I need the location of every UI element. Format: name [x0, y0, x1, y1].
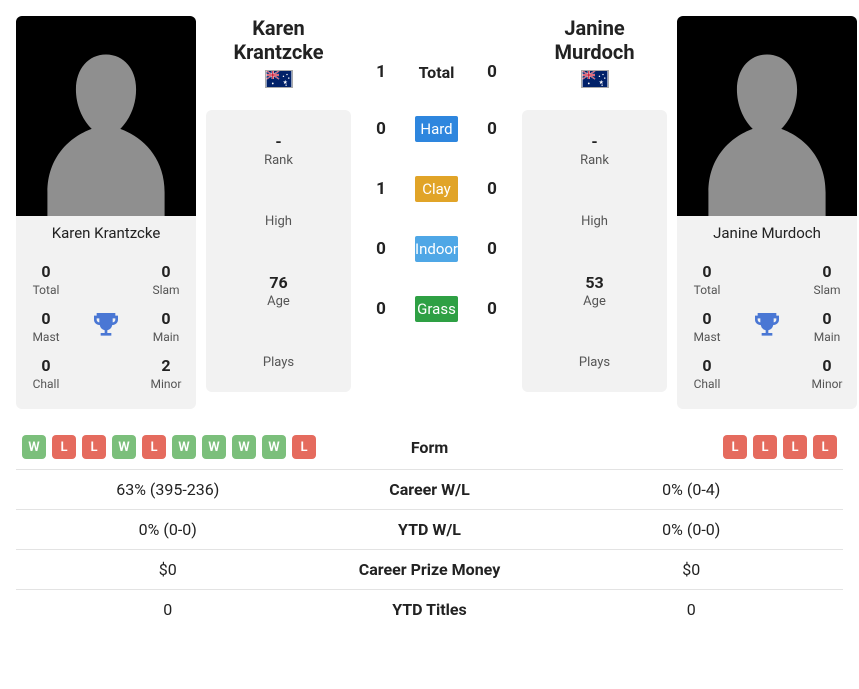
player2-mast: 0Mast	[677, 303, 737, 350]
surface-indoor[interactable]: Indoor	[415, 236, 458, 262]
row-career-prize: $0 Career Prize Money $0	[16, 550, 843, 590]
player2-form: LLLL	[540, 435, 844, 459]
form-result: W	[262, 435, 286, 459]
player1-minor: 2Minor	[136, 350, 196, 397]
player2-main: 0Main	[797, 303, 857, 350]
h2h-indoor[interactable]: 0 Indoor 0	[361, 236, 512, 262]
player2-header: Janine Murdoch -Rank High 53Age Plays	[522, 16, 667, 392]
comparison-table: WLLWLWWWWL Form LLLL 63% (395-236) Caree…	[16, 425, 843, 629]
h2h-clay[interactable]: 1 Clay 0	[361, 176, 512, 202]
player2-bigname: Janine Murdoch	[522, 16, 667, 64]
player1-form: WLLWLWWWWL	[16, 435, 320, 459]
player1-flag-icon	[265, 70, 293, 88]
player2-avatar	[677, 16, 857, 216]
player1-main: 0Main	[136, 303, 196, 350]
player1-plays: Plays	[206, 331, 351, 392]
player1-slam: 0Slam	[136, 256, 196, 303]
avatar-silhouette-icon	[687, 26, 847, 216]
player1-mast: 0Mast	[16, 303, 76, 350]
h2h-total: 1 Total 0	[361, 62, 512, 82]
player2-titles: 0Total 0Slam 0Mast 0Main 0Chall 0Minor	[677, 250, 857, 409]
form-result: W	[22, 435, 46, 459]
player1-bigname: Karen Krantzcke	[206, 16, 351, 64]
avatar-silhouette-icon	[26, 26, 186, 216]
player2-flag-icon	[581, 70, 609, 88]
player2-minor: 0Minor	[797, 350, 857, 397]
player2-card: Janine Murdoch 0Total 0Slam 0Mast 0Main …	[677, 16, 857, 409]
player1-age: 76Age	[206, 251, 351, 331]
form-result: W	[202, 435, 226, 459]
form-result: L	[753, 435, 777, 459]
form-result: L	[723, 435, 747, 459]
trophy-icon	[76, 309, 136, 345]
row-ytd-wl: 0% (0-0) YTD W/L 0% (0-0)	[16, 510, 843, 550]
form-result: L	[813, 435, 837, 459]
form-result: L	[82, 435, 106, 459]
form-result: L	[142, 435, 166, 459]
form-result: L	[52, 435, 76, 459]
form-result: W	[112, 435, 136, 459]
player2-slam: 0Slam	[797, 256, 857, 303]
player2-name[interactable]: Janine Murdoch	[677, 216, 857, 250]
form-result: L	[783, 435, 807, 459]
player2-plays: Plays	[522, 331, 667, 392]
form-result: L	[292, 435, 316, 459]
h2h-grass[interactable]: 0 Grass 0	[361, 296, 512, 322]
player1-rank-card: -Rank High 76Age Plays	[206, 110, 351, 392]
player1-avatar	[16, 16, 196, 216]
player1-chall: 0Chall	[16, 350, 76, 397]
player2-rank: -Rank	[522, 110, 667, 190]
player1-rank: -Rank	[206, 110, 351, 190]
player2-total: 0Total	[677, 256, 737, 303]
player2-chall: 0Chall	[677, 350, 737, 397]
trophy-icon	[737, 309, 797, 345]
player2-age: 53Age	[522, 251, 667, 331]
player1-card: Karen Krantzcke 0Total 0Slam 0Mast 0Main…	[16, 16, 196, 409]
row-ytd-titles: 0 YTD Titles 0	[16, 590, 843, 629]
form-result: W	[232, 435, 256, 459]
player1-header: Karen Krantzcke -Rank High 76Age Plays	[206, 16, 351, 392]
form-result: W	[172, 435, 196, 459]
surface-clay[interactable]: Clay	[415, 176, 458, 202]
h2h-hard[interactable]: 0 Hard 0	[361, 116, 512, 142]
row-form: WLLWLWWWWL Form LLLL	[16, 425, 843, 470]
player1-high: High	[206, 190, 351, 251]
surface-hard[interactable]: Hard	[415, 116, 458, 142]
player1-titles: 0Total 0Slam 0Mast 0Main 0Chall 2Minor	[16, 250, 196, 409]
player2-high: High	[522, 190, 667, 251]
player1-total: 0Total	[16, 256, 76, 303]
player2-rank-card: -Rank High 53Age Plays	[522, 110, 667, 392]
surface-grass[interactable]: Grass	[415, 296, 458, 322]
row-career-wl: 63% (395-236) Career W/L 0% (0-4)	[16, 470, 843, 510]
player1-name[interactable]: Karen Krantzcke	[16, 216, 196, 250]
h2h-column: 1 Total 0 0 Hard 0 1 Clay 0 0 Indoor 0 0…	[361, 16, 512, 356]
